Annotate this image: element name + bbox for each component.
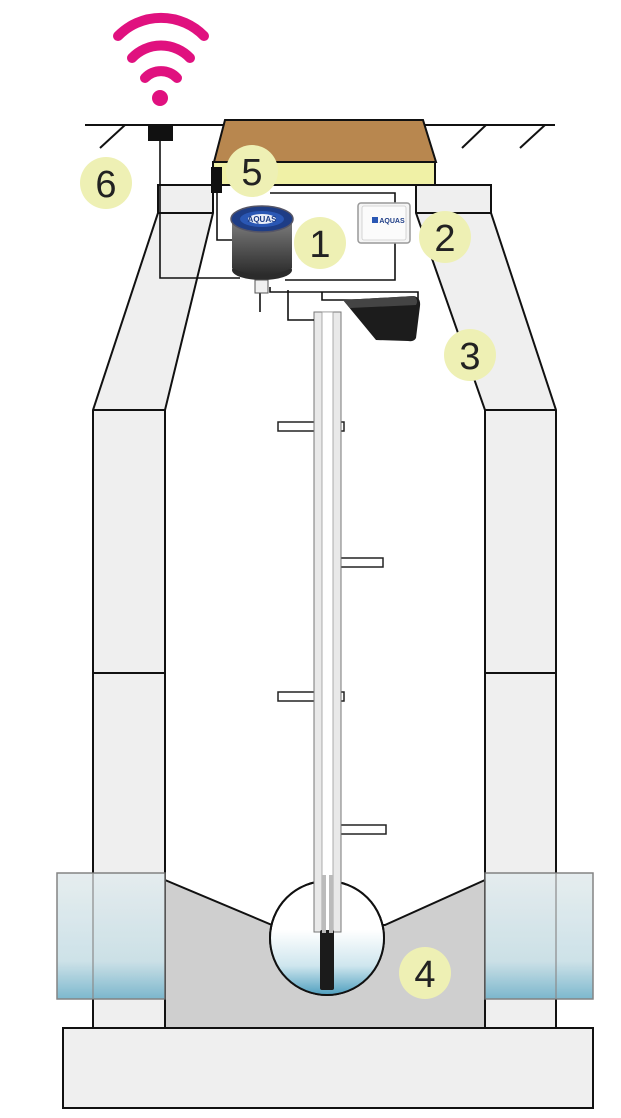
badge-4: 4 [399,947,451,999]
ladder-rungs [277,421,387,835]
controller-box: AQUAS [357,202,411,244]
base-slab [62,1027,594,1109]
svg-text:4: 4 [414,954,435,996]
aquas-logo: AQUAS [248,215,278,224]
badge-2: 2 [419,211,471,263]
sensor-probe-tube [313,311,342,933]
svg-text:5: 5 [241,152,262,194]
level-sensor [320,875,334,990]
sensor-5-device [211,167,222,193]
antenna [148,124,173,141]
controller-logo: AQUAS [379,218,405,225]
wifi-icon [113,12,209,106]
pipe-left [56,872,166,1000]
badge-5: 5 [226,145,278,197]
badge-3: 3 [444,329,496,381]
pipe-right [484,872,594,1000]
svg-text:2: 2 [434,218,455,260]
svg-text:6: 6 [95,164,116,206]
cables [159,140,419,321]
svg-text:3: 3 [459,336,480,378]
aquas-data-logger: AQUAS [230,205,294,294]
badge-1: 1 [294,217,346,269]
badge-6: 6 [80,157,132,209]
battery-pack [343,296,421,342]
svg-text:1: 1 [309,224,330,266]
